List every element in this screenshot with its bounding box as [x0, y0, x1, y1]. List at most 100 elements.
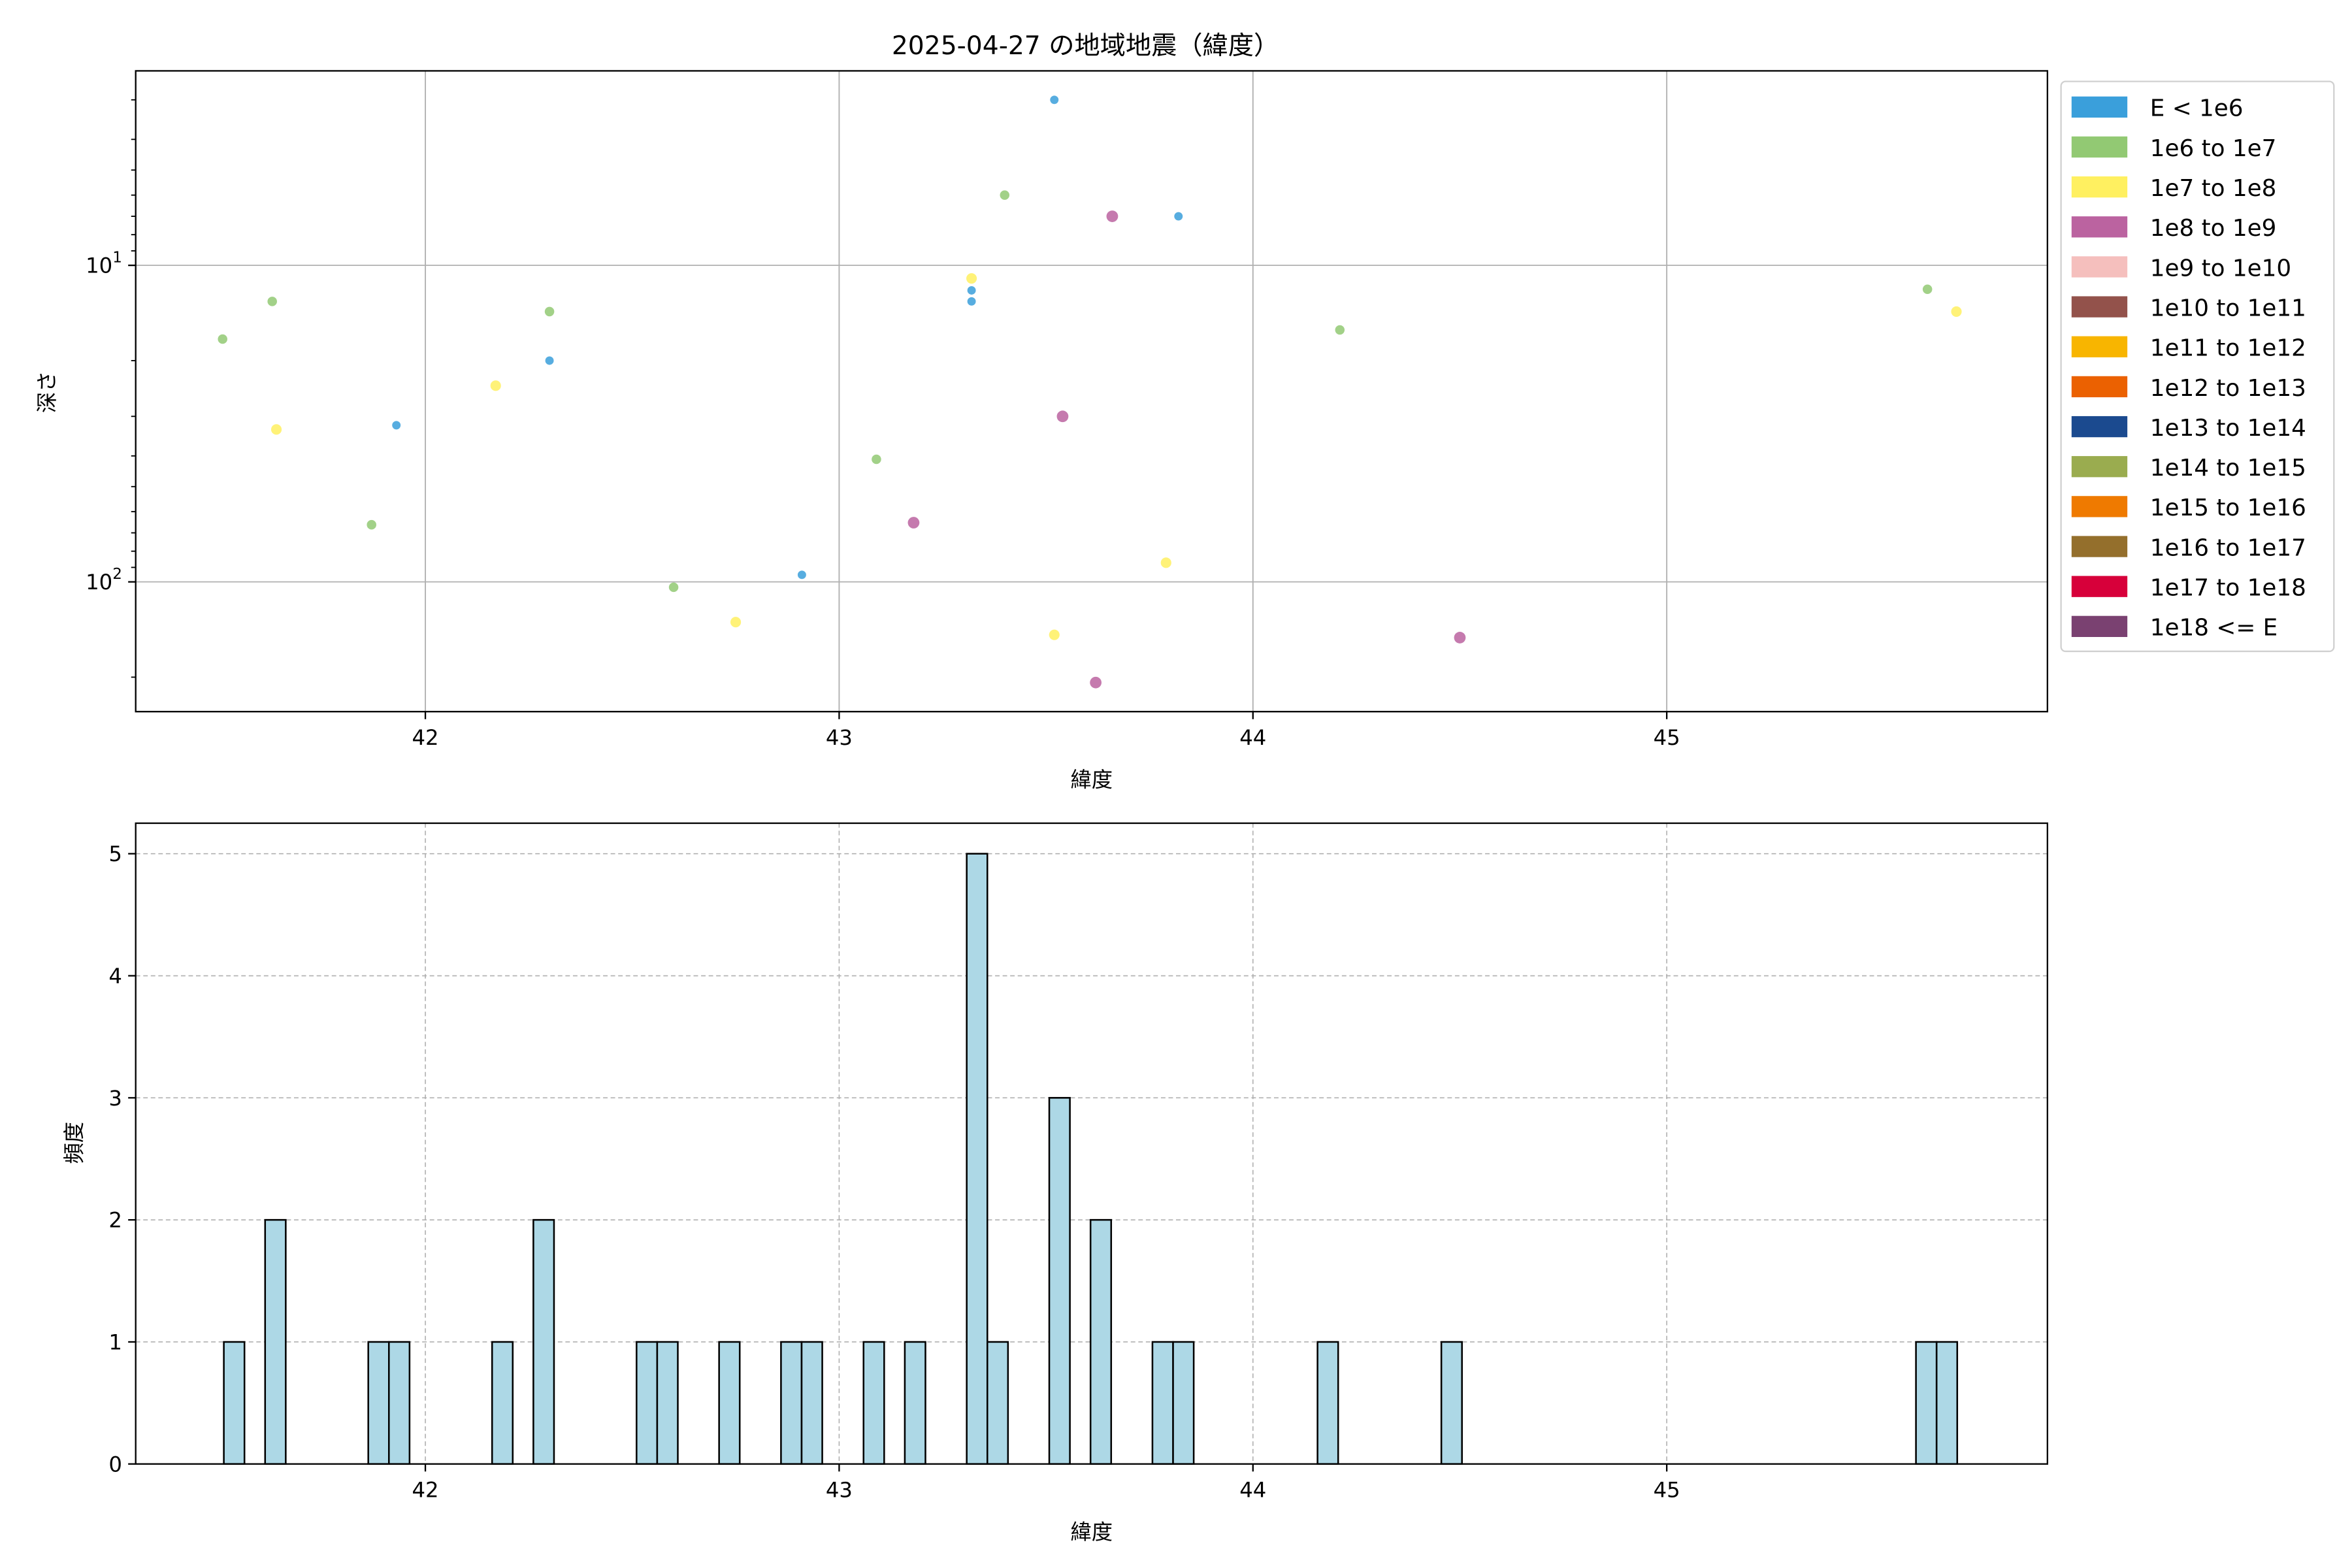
histogram-bar [1151, 1341, 1174, 1465]
histogram-bar [1172, 1341, 1195, 1465]
data-point [1454, 632, 1466, 644]
legend-label: 1e17 to 1e18 [2150, 575, 2306, 602]
histogram-bar [1089, 1218, 1113, 1465]
legend-frame [2060, 80, 2335, 653]
scatter-plot: 42 43 44 45 101 102 [86, 70, 2048, 750]
legend-label: 1e7 to 1e8 [2150, 175, 2277, 202]
data-point [1050, 95, 1059, 105]
histogram-bar [1316, 1341, 1339, 1465]
x-tick-label: 44 [1239, 725, 1266, 750]
y-tick-label: 0 [108, 1452, 122, 1477]
histogram-bar [1935, 1341, 1959, 1465]
legend-swatch [2071, 376, 2128, 398]
data-point [490, 380, 501, 391]
x-tick-label: 44 [1239, 1478, 1266, 1503]
data-point [1951, 306, 1962, 318]
histogram-bar [1915, 1341, 1938, 1465]
data-point [267, 297, 277, 306]
legend-label: 1e10 to 1e11 [2150, 295, 2306, 321]
data-point [270, 424, 282, 435]
data-point [1174, 212, 1183, 221]
data-point [1090, 676, 1102, 689]
histogram-bar [718, 1341, 741, 1465]
histogram-bar [491, 1341, 514, 1465]
histogram-bar [986, 1341, 1009, 1465]
legend-swatch [2071, 576, 2128, 597]
data-point [967, 286, 976, 295]
y-tick-label: 102 [86, 566, 122, 595]
legend-swatch [2071, 256, 2128, 278]
histogram-bar [264, 1218, 287, 1465]
data-point [544, 306, 555, 317]
data-point [730, 617, 742, 628]
data-point [668, 582, 679, 593]
histogram-xlabel: 緯度 [1070, 1520, 1113, 1544]
data-point [1106, 210, 1119, 222]
legend-swatch [2071, 136, 2128, 158]
histogram-bar [656, 1341, 679, 1465]
legend-label: 1e9 to 1e10 [2150, 255, 2291, 282]
x-tick-label: 42 [412, 725, 438, 750]
legend-swatch [2071, 615, 2128, 637]
plot-frame [135, 822, 2048, 1465]
legend-label: 1e8 to 1e9 [2150, 215, 2277, 242]
legend-swatch [2071, 536, 2128, 557]
data-point [907, 517, 920, 529]
histogram-bar [1048, 1097, 1071, 1465]
legend-label: 1e15 to 1e16 [2150, 495, 2306, 521]
legend-swatch [2071, 456, 2128, 478]
data-point [1000, 190, 1010, 200]
legend-swatch [2071, 336, 2128, 357]
histogram-bar [904, 1341, 926, 1465]
y-tick-label: 4 [108, 964, 122, 988]
data-point [966, 273, 977, 284]
data-point [218, 334, 227, 344]
legend-label: 1e13 to 1e14 [2150, 415, 2306, 442]
chart-title: 2025-04-27 の地域地震（緯度） [892, 31, 1279, 61]
legend-label: 1e14 to 1e15 [2150, 455, 2306, 482]
plot-frame [135, 70, 2048, 713]
data-point [967, 297, 976, 306]
legend-swatch [2071, 496, 2128, 517]
y-tick-label: 3 [108, 1086, 122, 1111]
legend-label: 1e12 to 1e13 [2150, 375, 2306, 402]
y-tick-label: 5 [108, 841, 122, 866]
histogram-bar [966, 853, 988, 1465]
histogram-ylabel: 頻度 [62, 1122, 87, 1164]
data-point [797, 570, 806, 580]
y-tick-label: 2 [108, 1208, 122, 1233]
histogram-bar [636, 1341, 659, 1465]
data-point [1049, 629, 1060, 640]
histogram-bar [780, 1341, 803, 1465]
x-tick-label: 43 [826, 725, 853, 750]
scatter-xlabel: 緯度 [1070, 768, 1113, 792]
data-point [1922, 284, 1933, 295]
scatter-ylabel: 深さ [35, 371, 59, 414]
data-point [367, 519, 376, 530]
data-point [1056, 410, 1069, 423]
legend-label: 1e11 to 1e12 [2150, 335, 2306, 362]
histogram-bar [532, 1218, 555, 1465]
y-tick-label: 101 [86, 250, 122, 278]
x-tick-label: 43 [826, 1478, 853, 1503]
data-point [1160, 557, 1171, 568]
histogram-bar [1440, 1341, 1463, 1465]
data-point [1335, 325, 1345, 335]
data-point [872, 454, 881, 465]
legend: E < 1e6 1e6 to 1e7 1e7 to 1e8 1e8 to 1e9 1e9… [2060, 80, 2335, 653]
legend-label: 1e6 to 1e7 [2150, 135, 2277, 162]
histogram-bar [862, 1341, 885, 1465]
histogram-bar [388, 1341, 411, 1465]
legend-swatch [2071, 96, 2128, 118]
x-tick-label: 42 [412, 1478, 438, 1503]
legend-swatch [2071, 416, 2128, 438]
legend-label: 1e18 <= E [2150, 615, 2278, 642]
y-tick-label: 1 [108, 1330, 122, 1354]
legend-swatch [2071, 296, 2128, 318]
histogram-bar [223, 1341, 246, 1465]
histogram-bar [367, 1341, 390, 1465]
legend-label: 1e16 to 1e17 [2150, 534, 2306, 561]
data-point [545, 356, 554, 365]
